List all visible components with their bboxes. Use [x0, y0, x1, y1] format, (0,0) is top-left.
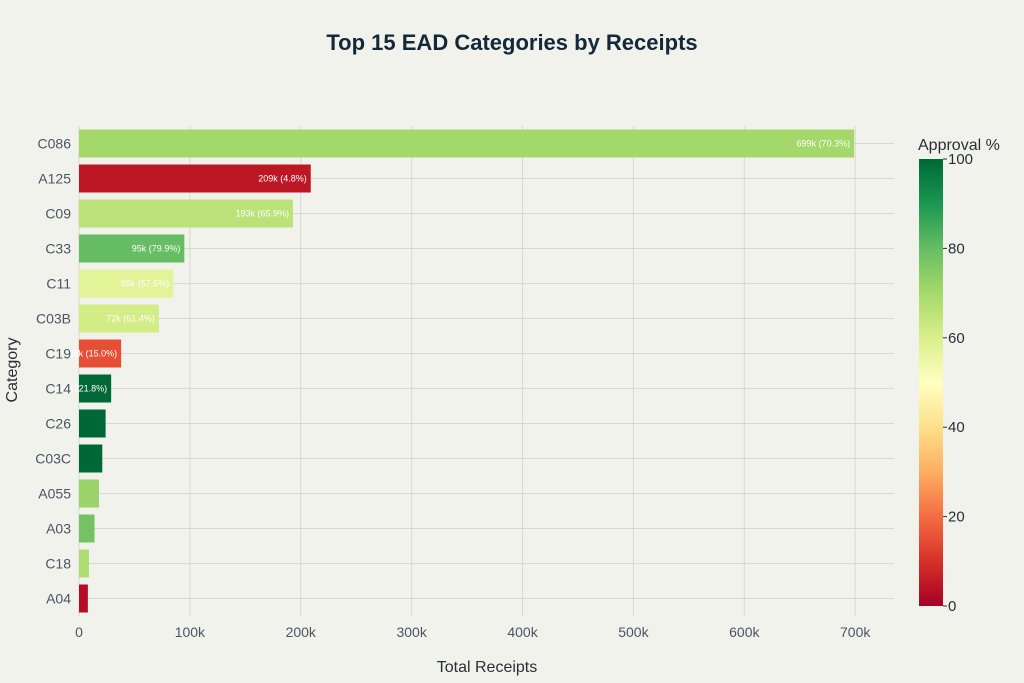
- y-tick-label: C18: [45, 556, 71, 572]
- y-tick-label: C11: [46, 276, 71, 292]
- bar-label: 699k (70.3%): [797, 139, 851, 149]
- bar-label: 193k (65.9%): [235, 209, 289, 219]
- y-axis-ticks: C086 A125 C09 C33 C11 C03B C19 C14 C26 C03C A055 A0…: [35, 136, 71, 607]
- bar: [79, 479, 99, 508]
- bar-label: 85k (57.5%): [121, 279, 170, 289]
- x-tick-label: 0: [75, 624, 83, 640]
- y-tick-label: C14: [45, 381, 71, 397]
- x-axis-ticks: 0 100k 200k 300k 400k 500k 600k 700k: [75, 624, 871, 640]
- bar: [79, 304, 159, 333]
- y-tick-label: C03B: [36, 311, 71, 327]
- y-tick-label: C086: [38, 136, 72, 152]
- bar: [79, 164, 311, 193]
- y-tick-label: A03: [46, 521, 71, 537]
- x-tick-label: 100k: [175, 624, 206, 640]
- bar-label: 38k (15.0%): [69, 349, 118, 359]
- y-tick-label: A125: [38, 171, 71, 187]
- y-tick-label: A04: [46, 591, 71, 607]
- colorbar-tick-label: 0: [948, 598, 956, 615]
- colorbar-tick-label: 20: [948, 509, 965, 526]
- x-tick-label: 500k: [618, 624, 649, 640]
- colorbar-tick-label: 40: [948, 419, 965, 436]
- bar: [79, 269, 174, 298]
- bar-label: 95k (79.9%): [132, 244, 181, 254]
- x-axis-title: Total Receipts: [437, 659, 538, 676]
- x-tick-label: 600k: [729, 624, 760, 640]
- y-tick-label: C09: [45, 206, 71, 222]
- y-tick-label: C03C: [35, 451, 71, 467]
- bar: [79, 409, 106, 438]
- colorbar: [919, 159, 943, 606]
- bar-label: 72k (61.4%): [106, 314, 155, 324]
- bar: [79, 339, 122, 368]
- x-tick-label: 300k: [396, 624, 427, 640]
- y-axis-title: Category: [4, 338, 21, 403]
- bar: [79, 514, 95, 543]
- bar: [79, 584, 88, 613]
- x-tick-label: 700k: [840, 624, 871, 640]
- bar: [79, 129, 855, 158]
- colorbar-ticks: 0 20 40 60 80 100: [943, 151, 973, 615]
- bar: [79, 234, 185, 263]
- y-tick-label: C33: [45, 241, 71, 257]
- bar: [79, 374, 112, 403]
- bars: 699k (70.3%) 209k (4.8%) 193k (65.9%) 95k (…: [54, 129, 855, 613]
- y-tick-label: C19: [45, 346, 71, 362]
- chart-title: Top 15 EAD Categories by Receipts: [326, 30, 697, 55]
- x-tick-label: 200k: [286, 624, 317, 640]
- y-tick-label: A055: [38, 486, 71, 502]
- y-tick-label: C26: [45, 416, 71, 432]
- bar: [79, 549, 89, 578]
- bar-label: 209k (4.8%): [258, 174, 307, 184]
- colorbar-tick-label: 100: [948, 151, 973, 168]
- bar: [79, 444, 103, 473]
- colorbar-tick-label: 60: [948, 330, 965, 347]
- x-tick-label: 400k: [507, 624, 538, 640]
- colorbar-title: Approval %: [918, 137, 1000, 154]
- bar: [79, 199, 294, 228]
- colorbar-tick-label: 80: [948, 240, 965, 257]
- bar-label: 29k (221.8%): [54, 384, 108, 394]
